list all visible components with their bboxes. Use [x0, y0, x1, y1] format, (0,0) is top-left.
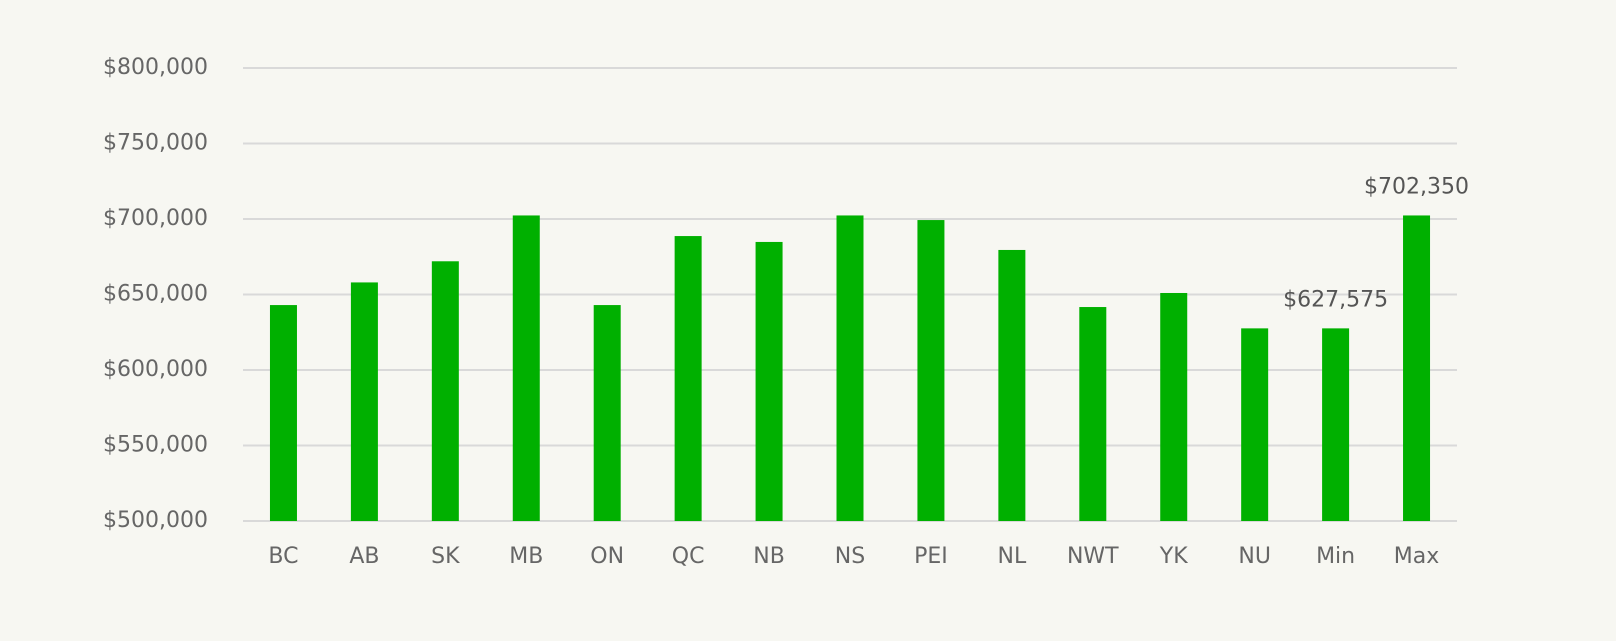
bar [1079, 307, 1107, 521]
bar [269, 305, 297, 521]
bar [755, 241, 783, 521]
bar [350, 282, 378, 521]
x-tick-label: YK [1159, 544, 1188, 569]
x-tick-label: PEI [914, 544, 948, 569]
bar [1241, 328, 1269, 521]
x-tick-label: MB [509, 544, 543, 569]
y-tick-label: $800,000 [103, 55, 208, 80]
y-tick-label: $500,000 [103, 508, 208, 533]
x-tick-label: Max [1394, 544, 1439, 569]
bar [512, 215, 540, 521]
x-tick-label: NB [753, 544, 785, 569]
bar [998, 249, 1026, 521]
x-tick-label: QC [672, 544, 705, 569]
x-tick-label: NWT [1067, 544, 1119, 569]
bar [431, 261, 459, 521]
y-tick-label: $700,000 [103, 206, 208, 231]
y-tick-label: $550,000 [103, 433, 208, 458]
x-tick-label: BC [268, 544, 298, 569]
x-tick-label: AB [349, 544, 379, 569]
x-tick-label: NU [1238, 544, 1271, 569]
bar [917, 220, 945, 521]
x-tick-label: Min [1316, 544, 1355, 569]
x-tick-label: ON [590, 544, 624, 569]
x-tick-label: NS [835, 544, 865, 569]
bar [674, 236, 702, 522]
bar [593, 305, 621, 521]
x-tick-label: SK [431, 544, 460, 569]
bar [1403, 215, 1431, 521]
value-label: $627,575 [1283, 287, 1388, 312]
bar [1322, 328, 1350, 521]
y-tick-label: $750,000 [103, 131, 208, 156]
value-label: $702,350 [1364, 174, 1469, 199]
bar [1160, 292, 1188, 521]
y-tick-label: $650,000 [103, 282, 208, 307]
x-tick-label: NL [998, 544, 1027, 569]
y-tick-label: $600,000 [103, 357, 208, 382]
bar [836, 215, 864, 521]
